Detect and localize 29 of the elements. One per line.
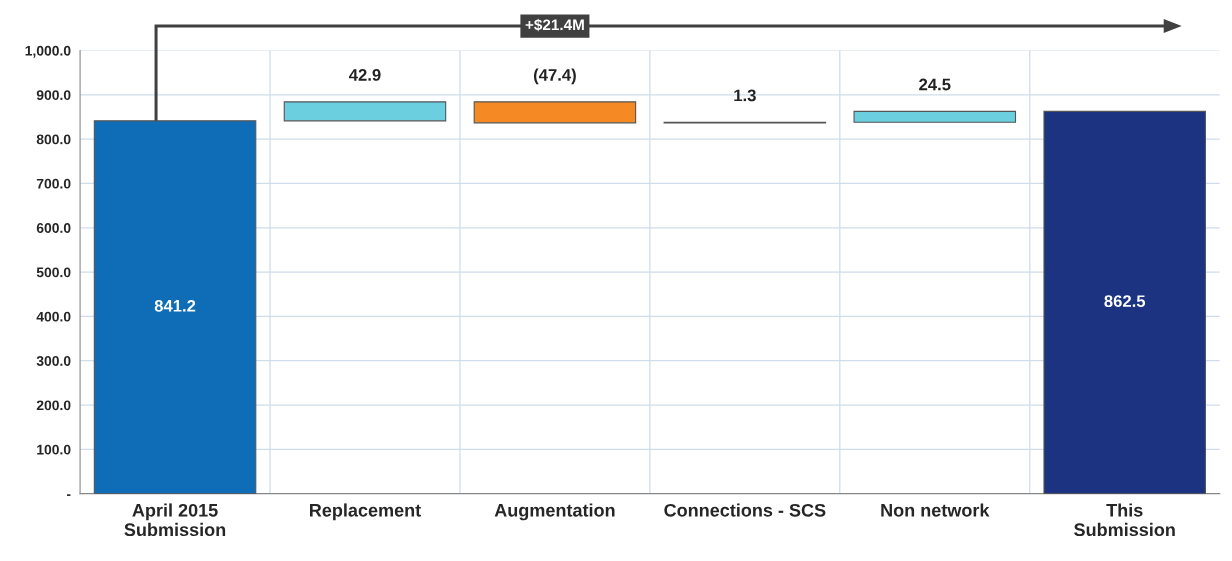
data-label: 862.5 (1104, 295, 1146, 308)
y-tick-label: 800.0 (36, 134, 71, 145)
y-tick-label: 900.0 (36, 90, 71, 100)
y-tick-label: 700.0 (36, 178, 71, 189)
data-label: 24.5 (919, 78, 951, 91)
data-label: (47.4) (533, 68, 576, 85)
y-tick-label: 200.0 (36, 400, 71, 411)
bar (283, 101, 447, 122)
y-tick-label: 1,000.0 (25, 45, 71, 58)
y-tick-label: 100.0 (37, 444, 71, 455)
data-label: 42.9 (349, 69, 381, 81)
bar (473, 101, 637, 124)
y-tick-label: 500.0 (36, 267, 71, 278)
x-tick-label: Connections - SCS (664, 503, 826, 517)
y-tick-label: 400.0 (36, 311, 71, 322)
x-tick-label: This Submission (1074, 503, 1175, 537)
y-tick-label: 300.0 (36, 356, 71, 366)
text: +$21.4M (525, 18, 584, 32)
data-label: 1.3 (734, 89, 756, 102)
x-tick-label: Replacement (310, 503, 421, 521)
y-tick-label: 600.0 (36, 223, 71, 233)
y-tick-label: - (66, 494, 71, 496)
bar (853, 110, 1017, 123)
x-tick-label: Non network (881, 503, 990, 517)
bar (93, 120, 257, 494)
x-tick-label: Augmentation (494, 503, 615, 521)
bar (1043, 110, 1206, 494)
data-label: 841.2 (154, 299, 196, 312)
x-tick-label: April 2015 Submission (124, 503, 226, 537)
